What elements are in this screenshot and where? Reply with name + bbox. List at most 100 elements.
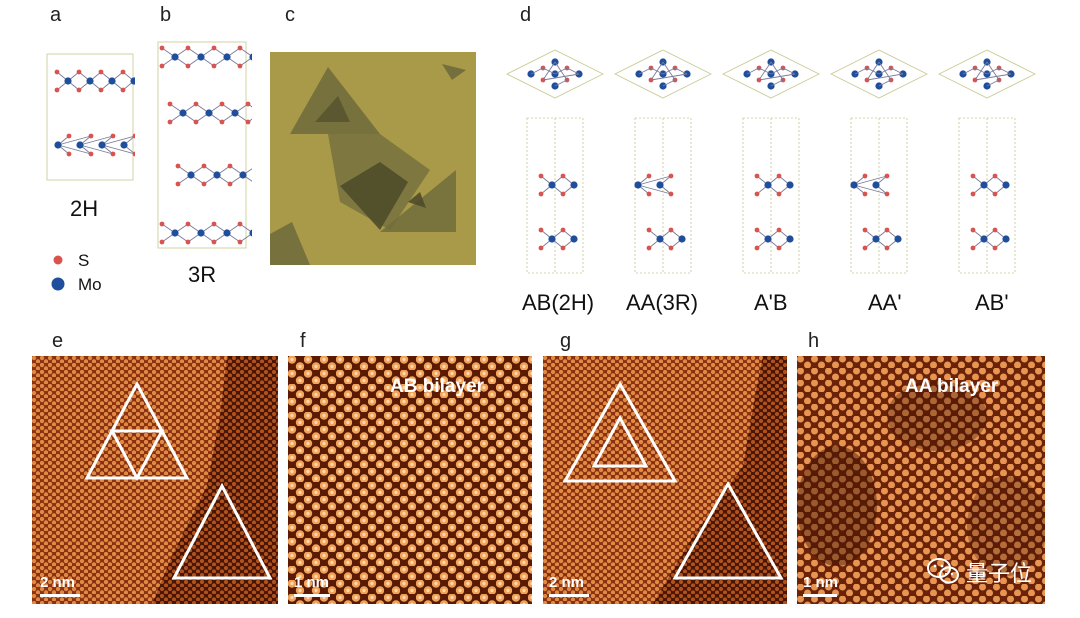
panel-label-c: c: [285, 4, 295, 26]
sulfur-atom: [237, 63, 243, 69]
sulfur-atom: [970, 227, 976, 233]
molybdenum-atom: [179, 109, 187, 117]
molybdenum-atom: [850, 181, 858, 189]
sulfur-atom: [668, 245, 674, 251]
molybdenum-atom: [171, 53, 179, 61]
molybdenum-atom: [223, 229, 231, 237]
sulfur-atom: [992, 191, 998, 197]
molybdenum-atom: [249, 229, 252, 237]
molybdenum-atom: [767, 82, 775, 90]
sulfur-atom: [237, 239, 243, 245]
sulfur-atom: [185, 239, 191, 245]
sulfur-atom: [646, 173, 652, 179]
sulfur-atom: [668, 173, 674, 179]
panel-label-e: e: [52, 330, 64, 352]
panel-label-d: d: [520, 4, 532, 26]
legend-molybdenum-label: Mo: [78, 275, 102, 294]
molybdenum-atom: [570, 181, 578, 189]
sulfur-atom: [646, 245, 652, 251]
stacking-top-view: [527, 58, 583, 90]
panel-label-f: f: [300, 330, 306, 352]
molybdenum-atom: [223, 53, 231, 61]
stm-title-ab-bilayer: AB bilayer: [390, 376, 484, 397]
molybdenum-atom: [548, 181, 556, 189]
molybdenum-atom: [894, 235, 902, 243]
molybdenum-atom: [570, 235, 578, 243]
molybdenum-atom: [656, 181, 664, 189]
sulfur-atom: [110, 151, 116, 157]
molybdenum-atom: [634, 181, 642, 189]
molybdenum-atom: [764, 235, 772, 243]
sulfur-atom: [185, 221, 191, 227]
caption-stacking-ab-prime: AB': [975, 290, 1009, 315]
sulfur-atom: [120, 69, 126, 75]
sulfur-atom: [76, 69, 82, 75]
molybdenum-atom: [656, 235, 664, 243]
molybdenum-atom: [187, 171, 195, 179]
stacking-inner-triangle: [109, 429, 165, 482]
scale-bar-h: [803, 594, 837, 597]
molybdenum-atom: [527, 70, 535, 78]
molybdenum-atom: [875, 70, 883, 78]
sulfur-atom: [159, 239, 165, 245]
sulfur-atom: [54, 69, 60, 75]
molybdenum-atom: [786, 181, 794, 189]
sulfur-atom: [175, 163, 181, 169]
stm-image-e: [32, 356, 278, 604]
molybdenum-atom: [872, 235, 880, 243]
molybdenum-atom: [635, 70, 643, 78]
outer-triangle-outline: [562, 380, 678, 483]
sulfur-atom: [76, 87, 82, 93]
stacking-side-view: [634, 173, 686, 251]
stm-image-g: [543, 356, 787, 604]
watermark-text: 量子位: [966, 562, 1033, 587]
stacking-side-view: [970, 173, 1010, 251]
legend-sulfur-label: S: [78, 251, 90, 270]
lower-layer-triangle: [672, 480, 784, 580]
wechat-icon: [927, 558, 959, 584]
sulfur-atom: [110, 133, 116, 139]
sulfur-atom: [776, 227, 782, 233]
sulfur-atom: [668, 227, 674, 233]
panel-label-h: h: [808, 330, 820, 352]
sulfur-atom: [668, 191, 674, 197]
sulfur-atom: [970, 173, 976, 179]
molybdenum-atom: [786, 235, 794, 243]
stacking-side-view: [850, 173, 902, 251]
sulfur-atom: [754, 245, 760, 251]
sulfur-atom: [560, 227, 566, 233]
sulfur-atom: [185, 45, 191, 51]
molybdenum-atom: [983, 82, 991, 90]
molybdenum-atom: [120, 141, 128, 149]
caption-3r: 3R: [188, 262, 217, 287]
sulfur-atom: [538, 227, 544, 233]
sulfur-atom: [211, 221, 217, 227]
sulfur-atom: [560, 191, 566, 197]
molybdenum-atom: [197, 229, 205, 237]
molybdenum-atom: [764, 181, 772, 189]
sulfur-atom: [227, 163, 233, 169]
caption-stacking-aa-3r: AA(3R): [626, 290, 699, 315]
sulfur-atom: [560, 245, 566, 251]
sulfur-atom: [245, 119, 251, 125]
sulfur-atom: [538, 191, 544, 197]
molybdenum-atom: [197, 53, 205, 61]
molybdenum-atom: [171, 229, 179, 237]
sulfur-atom: [211, 45, 217, 51]
sulfur-atom: [884, 245, 890, 251]
sulfur-atom: [88, 133, 94, 139]
sulfur-atom: [754, 191, 760, 197]
molybdenum-atom: [86, 77, 94, 85]
caption-stacking-aa-prime: AA': [868, 290, 902, 315]
stacking-top-view: [635, 58, 691, 90]
sulfur-atom: [970, 191, 976, 197]
molybdenum-atom: [980, 235, 988, 243]
molybdenum-atom: [231, 109, 239, 117]
molybdenum-atom: [551, 82, 559, 90]
scale-bar-label-e: 2 nm: [40, 574, 76, 591]
stm-image-f: [288, 356, 532, 604]
scale-bar-label-h: 1 nm: [803, 574, 839, 591]
caption-stacking-ab-2h: AB(2H): [522, 290, 595, 315]
sulfur-atom: [185, 63, 191, 69]
panel-label-b: b: [160, 4, 172, 26]
